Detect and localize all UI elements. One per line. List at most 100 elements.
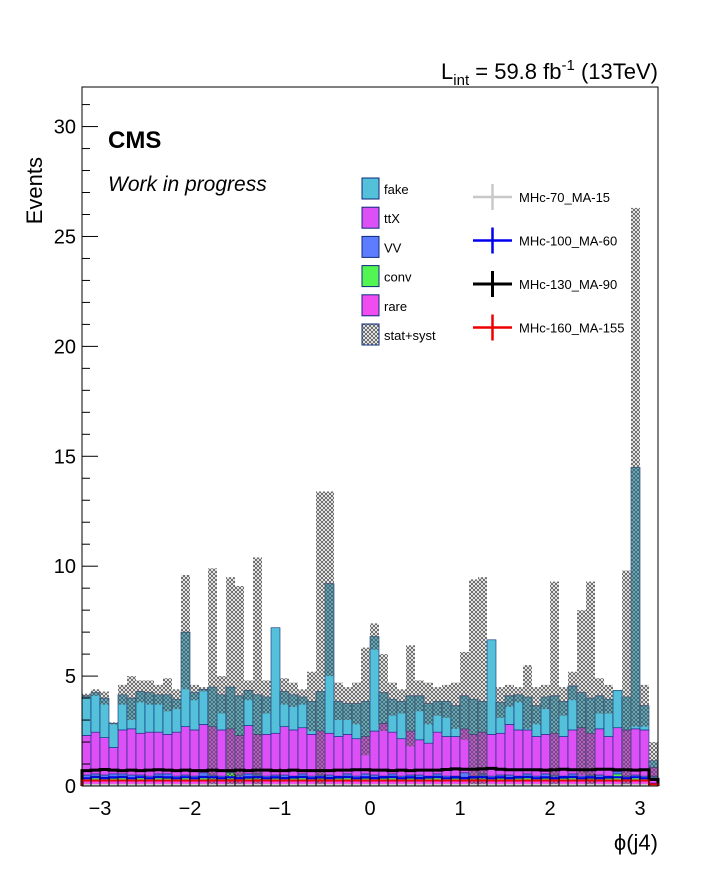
y-tick-label: 5: [65, 666, 76, 688]
legend-label-MHc-160_MA-155: MHc-160_MA-155: [519, 321, 625, 336]
x-axis-title: ϕ(j4): [614, 830, 658, 855]
unc-band-32: [370, 623, 379, 650]
legend-swatch-ttX: [361, 206, 380, 229]
unc-band-5: [127, 676, 136, 721]
bar-VV-8: [153, 773, 164, 777]
unc-band-9: [163, 678, 172, 712]
unc-band-41: [451, 682, 460, 729]
bar-ttX-22: [279, 726, 290, 776]
bar-ttX-11: [180, 726, 191, 776]
unc-band-33: [379, 654, 388, 732]
legend-swatch-conv: [361, 265, 380, 288]
signal-line-MHc-160_MA-155: [81, 779, 659, 786]
legend-swatch-VV: [361, 235, 380, 258]
unc-band-55: [577, 610, 586, 776]
lumi-label: Lint = 59.8 fb-1 (13TeV): [441, 57, 658, 89]
y-tick-label: 25: [54, 226, 76, 248]
x-tick-label: 1: [454, 798, 465, 820]
unc-band-4: [118, 684, 127, 705]
unc-band-2: [100, 691, 109, 705]
bar-VV-1: [90, 773, 101, 777]
unc-band-36: [406, 645, 415, 747]
bar-ttX-54: [567, 729, 578, 775]
bar-ttX-5: [126, 728, 137, 776]
bar-ttX-24: [297, 727, 308, 775]
unc-band-52: [550, 581, 559, 786]
unc-band-46: [496, 687, 505, 718]
legend-label-MHc-130_MA-90: MHc-130_MA-90: [519, 277, 617, 292]
signal-line-MHc-130_MA-90: [80, 766, 660, 786]
bar-ttX-34: [387, 731, 398, 775]
bar-ttX-49: [522, 729, 533, 775]
legend-label-MHc-70_MA-15: MHc-70_MA-15: [519, 190, 610, 205]
y-tick-label: 10: [54, 556, 76, 578]
bar-ttX-4: [117, 729, 128, 775]
bar-fake-59: [612, 690, 623, 729]
unc-band-27: [325, 491, 334, 677]
unc-band-37: [415, 680, 424, 712]
unc-band-61: [631, 207, 640, 727]
bar-VV-59: [612, 771, 623, 775]
unc-band-38: [424, 682, 433, 725]
bar-fake-21: [270, 627, 281, 734]
y-tick-label: 0: [65, 776, 76, 798]
unc-band-56: [586, 581, 595, 786]
unc-band-18: [244, 680, 253, 701]
unc-band-20: [262, 680, 271, 714]
y-axis-title: Events: [22, 157, 47, 224]
unc-band-42: [460, 651, 469, 740]
unc-band-60: [622, 570, 631, 786]
bar-fake-1: [90, 692, 101, 733]
bar-VV-13: [198, 772, 209, 777]
legend-backgrounds: fake ttX VV conv rare stat+syst: [361, 177, 436, 346]
unc-band-7: [145, 680, 154, 705]
bar-ttX-61: [630, 728, 641, 776]
bar-ttX-51: [540, 734, 551, 775]
bar-ttX-18: [243, 725, 254, 775]
unc-band-53: [559, 687, 568, 716]
y-tick-label: 20: [54, 336, 76, 358]
bar-VV-32: [369, 774, 380, 778]
unc-band-50: [532, 687, 541, 725]
unc-band-54: [568, 671, 577, 701]
y-tick-label: 30: [54, 117, 76, 139]
bar-VV-47: [504, 774, 515, 778]
bar-ttX-8: [153, 731, 164, 775]
x-tick-label: 0: [364, 798, 375, 820]
unc-band-10: [172, 689, 181, 710]
bar-VV-57: [594, 774, 605, 778]
bar-VV-54: [567, 773, 578, 777]
stat-syst-band: [82, 207, 658, 786]
unc-band-24: [298, 689, 307, 705]
unc-band-35: [397, 689, 406, 714]
unc-band-43: [469, 579, 478, 786]
cms-label: CMS: [108, 127, 161, 154]
unc-band-12: [190, 684, 199, 701]
x-tick-label: −2: [179, 798, 202, 820]
legend-label-MHc-100_MA-60: MHc-100_MA-60: [519, 234, 617, 249]
status-label: Work in progress: [108, 173, 267, 196]
unc-band-31: [361, 647, 370, 756]
x-tick-label: 3: [634, 798, 645, 820]
unc-band-25: [307, 671, 316, 732]
legend-swatch-stat+syst: [361, 323, 380, 346]
bar-ttX-47: [504, 724, 515, 776]
unc-band-62: [640, 684, 649, 727]
bar-VV-39: [432, 773, 443, 777]
unc-band-14: [208, 568, 217, 786]
bar-fake-3: [108, 723, 119, 748]
bar-VV-42: [459, 772, 470, 778]
unc-band-34: [388, 682, 397, 716]
unc-band-13: [199, 687, 208, 692]
unc-band-47: [505, 684, 514, 707]
unc-band-28: [334, 682, 343, 721]
legend-signals: MHc-70_MA-15 MHc-100_MA-60 MHc-130_MA-90 MH…: [473, 184, 625, 341]
unc-band-11: [181, 574, 190, 690]
unc-band-8: [154, 684, 163, 705]
bar-VV-2: [99, 774, 110, 778]
legend-label-stat+syst: stat+syst: [384, 328, 436, 343]
axes: 0 5 10 15 20 25 30 −3 −2 −1 0 1 2 3: [54, 104, 659, 820]
bar-VV-22: [279, 774, 290, 778]
unc-band-51: [541, 684, 550, 710]
